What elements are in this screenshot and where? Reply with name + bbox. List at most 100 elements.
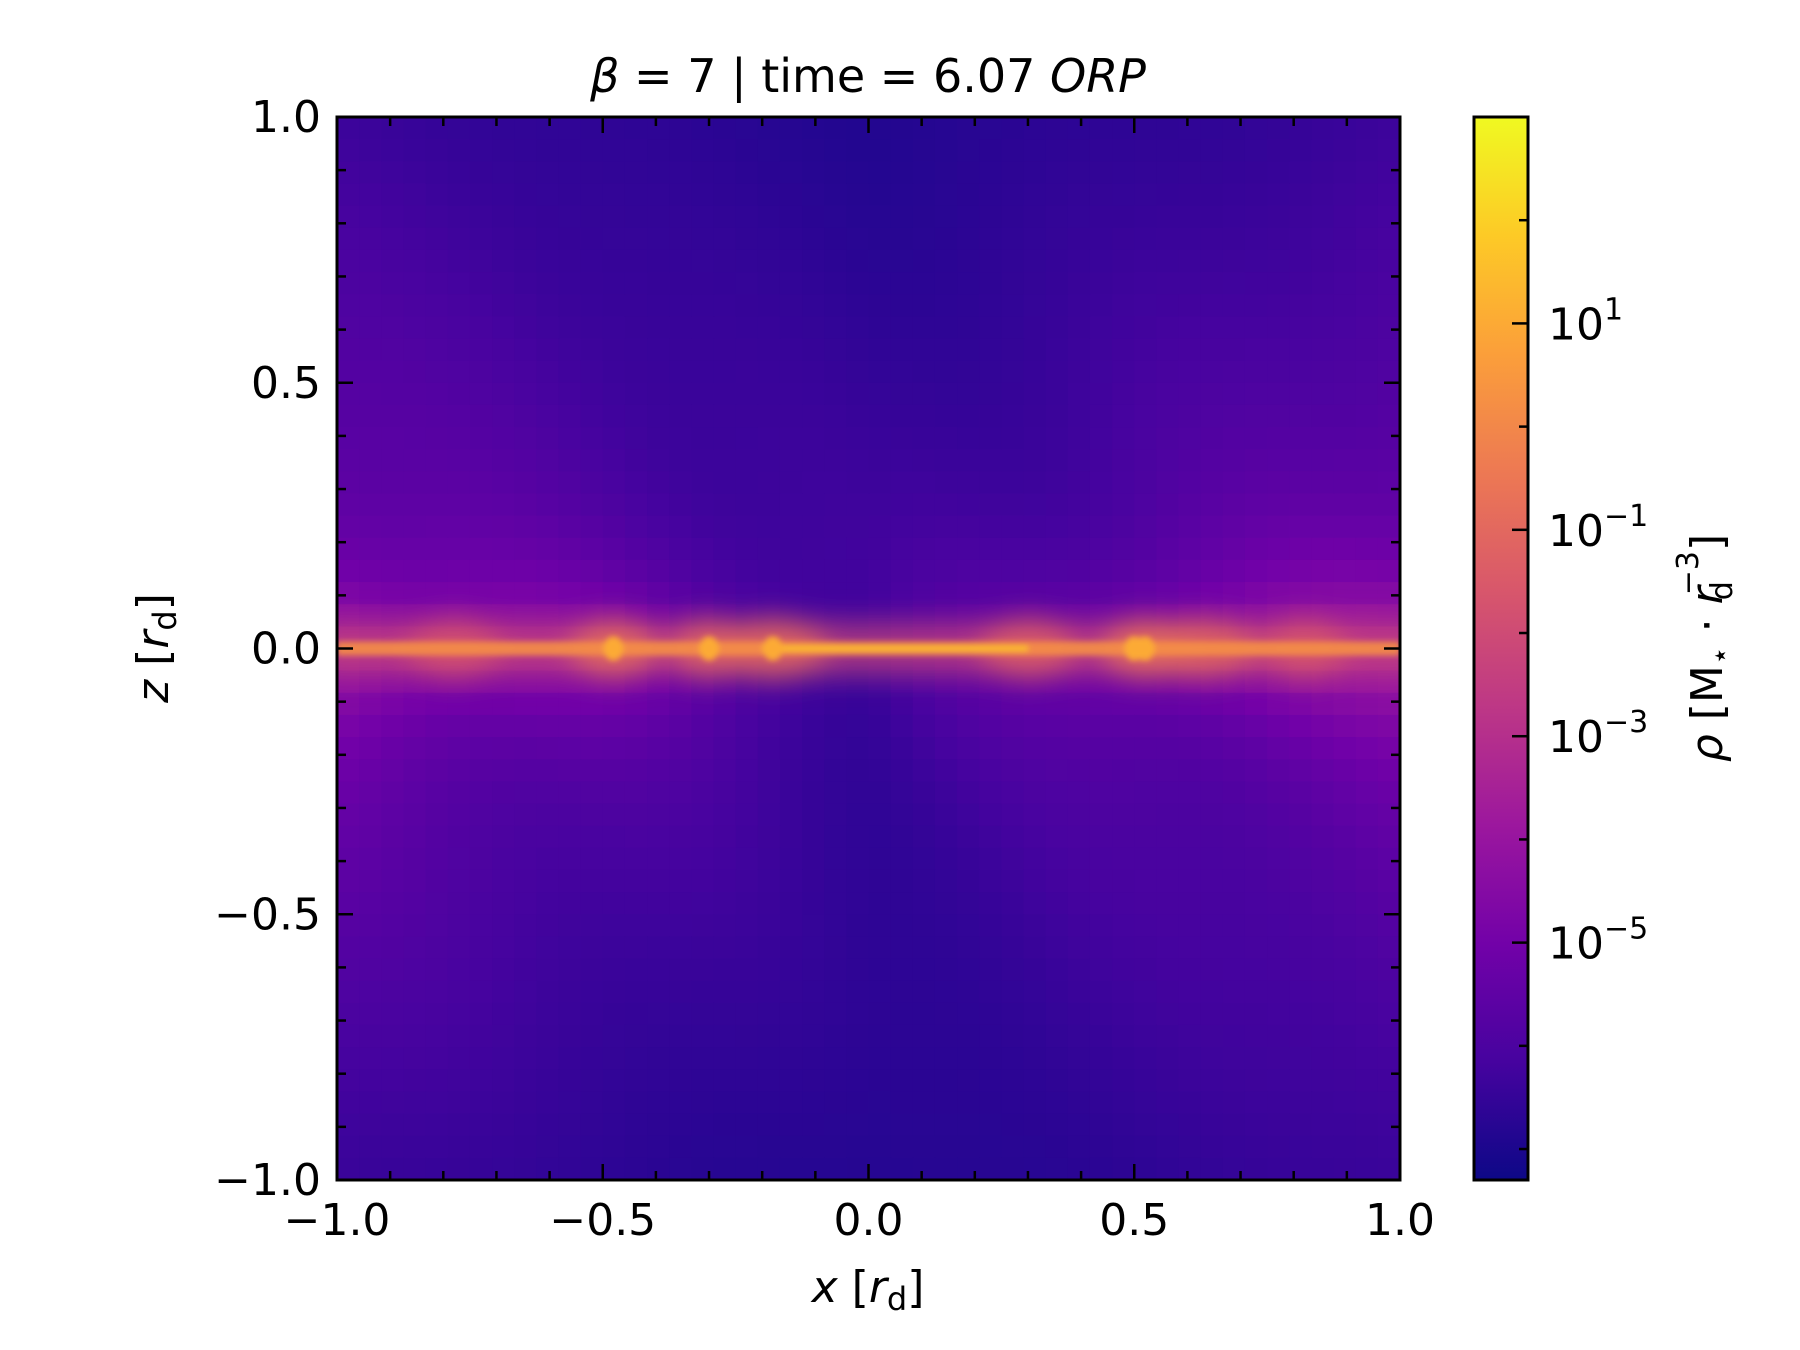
heatmap-cell <box>337 139 360 162</box>
colorbar-tick-label: 101 <box>1548 292 1623 350</box>
heatmap-cell <box>979 471 1002 495</box>
heatmap-cell <box>647 183 670 207</box>
heatmap-cell <box>647 714 670 738</box>
heatmap-cell <box>381 714 405 738</box>
heatmap-cell <box>669 1135 692 1159</box>
heatmap-cell <box>735 1135 759 1159</box>
heatmap-cell <box>912 272 936 295</box>
heatmap-cell <box>669 1113 692 1137</box>
heatmap-cell <box>337 1113 360 1137</box>
heatmap-cell <box>890 980 914 1004</box>
heatmap-cell <box>1200 714 1224 738</box>
heatmap-cell <box>979 161 1002 185</box>
heatmap-cell <box>779 980 803 1004</box>
heatmap-cell <box>912 1069 936 1093</box>
heatmap-cell <box>469 1157 493 1180</box>
heatmap-cell <box>1045 759 1069 782</box>
heatmap-cell <box>757 936 781 960</box>
heatmap-cell <box>1311 515 1335 539</box>
heatmap-cell <box>381 604 405 627</box>
heatmap-cell <box>492 316 515 340</box>
heatmap-cell <box>713 759 737 782</box>
heatmap-cell <box>1067 139 1091 162</box>
heatmap-cell <box>1244 781 1268 805</box>
heatmap-cell <box>846 936 870 960</box>
heatmap-cell <box>1023 936 1047 960</box>
heatmap-cell <box>337 847 360 871</box>
heatmap-cell <box>1045 714 1069 738</box>
heatmap-cell <box>381 338 405 362</box>
heatmap-cell <box>1377 493 1400 517</box>
heatmap-cell <box>447 493 471 517</box>
heatmap-cell <box>359 1069 382 1093</box>
heatmap-plot-area <box>337 117 1400 1180</box>
heatmap-cell <box>779 1024 803 1048</box>
heatmap-cell <box>1311 360 1335 384</box>
heatmap-cell <box>1045 781 1069 805</box>
heatmap-cell <box>536 936 560 960</box>
heatmap-cell <box>1001 582 1025 605</box>
heatmap-cell <box>1156 205 1180 229</box>
heatmap-cell <box>979 714 1002 738</box>
heatmap-cell <box>337 183 360 207</box>
heatmap-cell <box>580 537 604 561</box>
heatmap-cell <box>558 958 582 982</box>
heatmap-cell <box>1045 1002 1069 1026</box>
heatmap-cell <box>1267 714 1290 738</box>
y-tick-label: 1.0 <box>251 92 321 143</box>
heatmap-cell <box>1377 803 1400 827</box>
heatmap-cell <box>1156 1113 1180 1137</box>
heatmap-cell <box>1045 737 1069 760</box>
heatmap-cell <box>1067 1157 1091 1180</box>
heatmap-cell <box>580 338 604 362</box>
heatmap-cell <box>514 139 537 162</box>
heatmap-cell <box>1156 404 1180 428</box>
heatmap-cell <box>757 117 781 140</box>
heatmap-cell <box>912 493 936 517</box>
heatmap-cell <box>669 515 692 539</box>
heatmap-cell <box>979 1047 1002 1070</box>
heatmap-cell <box>934 427 958 450</box>
heatmap-cell <box>824 803 847 827</box>
heatmap-cell <box>359 803 382 827</box>
heatmap-cell <box>824 759 847 782</box>
heatmap-cell <box>1355 427 1379 450</box>
heatmap-cell <box>669 117 692 140</box>
heatmap-cell <box>1067 205 1091 229</box>
heatmap-cell <box>403 227 427 251</box>
heatmap-cell <box>514 449 537 472</box>
heatmap-cell <box>1244 847 1268 871</box>
heatmap-cell <box>514 714 537 738</box>
heatmap-cell <box>824 1047 847 1070</box>
heatmap-cell <box>957 1113 980 1137</box>
heatmap-cell <box>1178 117 1202 140</box>
heatmap-cell <box>1289 272 1313 295</box>
heatmap-cell <box>779 493 803 517</box>
heatmap-cell <box>802 869 825 893</box>
heatmap-cell <box>1089 692 1113 716</box>
heatmap-cell <box>1156 714 1180 738</box>
heatmap-cell <box>447 781 471 805</box>
heatmap-cell <box>624 427 648 450</box>
heatmap-cell <box>337 161 360 185</box>
heatmap-cell <box>425 1157 449 1180</box>
heatmap-cell <box>469 1002 493 1026</box>
heatmap-cell <box>868 205 892 229</box>
heatmap-cell <box>447 360 471 384</box>
heatmap-cell <box>912 825 936 849</box>
heatmap-cell <box>1112 338 1135 362</box>
heatmap-cell <box>580 427 604 450</box>
heatmap-cell <box>912 958 936 982</box>
heatmap-cell <box>912 692 936 716</box>
heatmap-cell <box>647 670 670 694</box>
heatmap-cell <box>1267 1024 1290 1048</box>
heatmap-cell <box>957 1135 980 1159</box>
heatmap-cell <box>337 1024 360 1048</box>
heatmap-cell <box>492 1047 515 1070</box>
heatmap-cell <box>1311 714 1335 738</box>
heatmap-cell <box>1289 471 1313 495</box>
heatmap-cell <box>602 1047 626 1070</box>
heatmap-cell <box>1289 404 1313 428</box>
heatmap-cell <box>890 759 914 782</box>
heatmap-cell <box>1134 980 1157 1004</box>
